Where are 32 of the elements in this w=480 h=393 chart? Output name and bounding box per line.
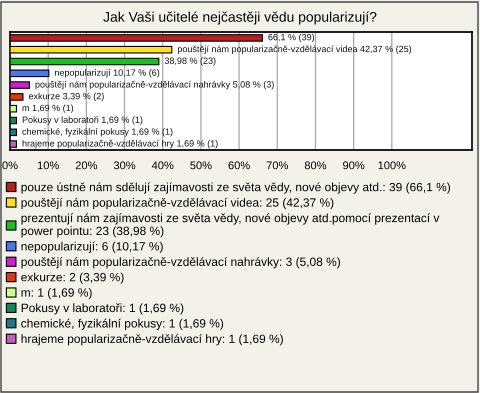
data-label: Pokusy v laboratoři 1,69 % (1) — [22, 116, 142, 125]
legend-label: exkurze: 2 (3,39 %) — [21, 272, 124, 284]
data-label: 66,1 % (39) — [268, 34, 314, 42]
data-label: chemické, fyzikální pokusy 1,69 % (1) — [22, 128, 172, 137]
x-tick-label: 70% — [266, 161, 288, 170]
legend-label: pouze ústně nám sdělují zajímavosti ze světa vědy, nové objevy atd.: 39 (66,1 %) — [21, 182, 450, 194]
legend-label: nepopularizují: 6 (10,17 %) — [22, 242, 163, 253]
legend-label: pouštějí nám popularizačně-vzdělávací videa: 25 (42,37 %) — [21, 198, 334, 210]
x-tick-label: 10% — [38, 161, 59, 170]
x-tick-label: 80% — [304, 161, 326, 170]
legend-label: m: 1 (1,69 %) — [22, 288, 92, 300]
legend-label: hrajeme popularizačně-vzdělávací hry: 1 (1,69 %) — [22, 334, 283, 346]
x-tick-label: 50% — [190, 161, 212, 170]
legend-label: Pokusy v laboratoři: 1 (1,69 %) — [22, 303, 184, 314]
data-label: 38,98 % (23) — [164, 57, 216, 66]
x-tick-label: 60% — [228, 161, 250, 170]
chart-title: Jak Vaši učitelé nejčastěji vědu popularizují? — [103, 11, 376, 25]
legend-label: prezentují nám zajímavosti ze světa vědy, nové objevy atd.pomocí prezentací v power pointu: 23 (38,98 %) — [21, 213, 440, 238]
data-label: nepopularizují 10,17 % (6) — [54, 69, 160, 78]
x-tick-label: 20% — [76, 161, 98, 170]
data-label: pouštějí nám popularizačně-vzdělávací videa 42,37 % (25) — [178, 45, 412, 54]
x-tick-label: 100% — [378, 161, 406, 170]
x-tick-label: 90% — [343, 161, 364, 170]
x-tick-label: 40% — [152, 161, 174, 170]
data-label: pouštějí nám popularizačně-vzdělávací nahrávky 5,08 % (3) — [36, 80, 274, 90]
data-label: m 1,69 % (1) — [22, 104, 74, 113]
data-label: exkurze 3,39 % (2) — [28, 92, 104, 102]
legend-label: pouštějí nám popularizačně-vzdělávací nahrávky: 3 (5,08 %) — [21, 257, 340, 268]
x-tick-label: 30% — [114, 161, 136, 170]
legend-label: chemické, fyzikální pokusy: 1 (1,69 %) — [21, 318, 224, 330]
data-label: hrajeme popularizačně-vzdělávací hry 1,69 % (1) — [22, 140, 218, 148]
x-tick-label: 0% — [2, 161, 18, 170]
